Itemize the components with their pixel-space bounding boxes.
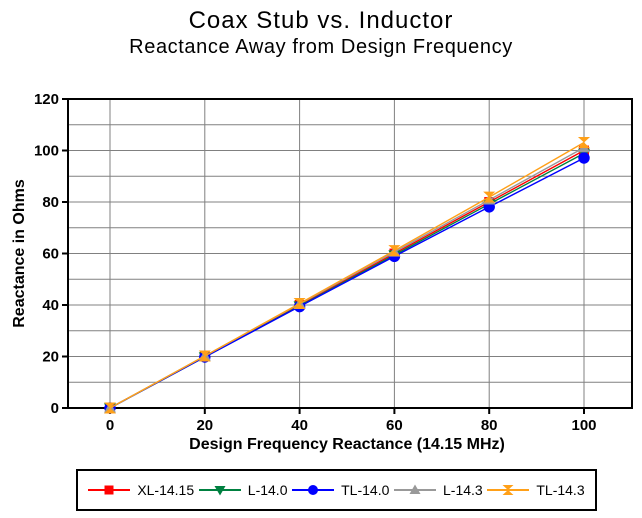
x-tick-label: 20 xyxy=(196,417,213,434)
x-tick-label: 80 xyxy=(481,417,498,434)
legend-marker-square-icon xyxy=(88,485,131,495)
x-tick-label: 40 xyxy=(291,417,308,434)
data-point-marker xyxy=(198,350,211,362)
legend-label: XL-14.15 xyxy=(137,482,195,498)
legend-marker-shape xyxy=(104,485,114,495)
legend-item: TL-14.3 xyxy=(487,482,585,498)
y-axis-title: Reactance in Ohms xyxy=(11,179,28,328)
legend-marker-triangle-up-icon xyxy=(394,484,437,494)
data-point-marker xyxy=(578,152,590,164)
legend-marker-shape xyxy=(409,484,421,494)
chart-plot-area: 0 20 40 60 80 100 120 0 20 40 60 80 100 Design Freque… xyxy=(11,91,633,453)
legend: XL-14.15 L-14.0 TL-14.0 L-14.3 TL-14.3 xyxy=(76,469,597,511)
data-point-marker xyxy=(483,191,496,203)
legend-label: L-14.3 xyxy=(443,482,483,498)
data-point-marker xyxy=(103,402,117,414)
legend-item: L-14.3 xyxy=(394,482,483,498)
legend-item: XL-14.15 xyxy=(88,482,194,498)
legend-marker-hourglass-icon xyxy=(487,485,530,495)
legend-marker-shape xyxy=(214,486,226,496)
data-point-marker xyxy=(577,137,591,149)
legend-item: L-14.0 xyxy=(198,482,288,498)
y-tick-label: 0 xyxy=(51,400,59,417)
x-axis-title: Design Frequency Reactance (14.15 MHz) xyxy=(189,436,505,453)
series-line xyxy=(109,157,585,409)
series-line xyxy=(109,141,585,409)
legend-label: TL-14.0 xyxy=(341,482,390,498)
data-point-marker xyxy=(388,245,401,257)
y-tick-label: 40 xyxy=(42,297,59,314)
legend-item: TL-14.0 xyxy=(292,482,389,498)
chart-title: Coax Stub vs. Inductor xyxy=(188,7,454,34)
legend-marker-shape xyxy=(308,485,319,495)
legend-marker-shape xyxy=(502,485,514,495)
legend-marker-triangle-down-icon xyxy=(198,486,241,496)
x-tick-label: 0 xyxy=(106,417,114,434)
y-tick-label: 20 xyxy=(42,349,59,366)
legend-label: TL-14.3 xyxy=(536,482,585,498)
data-point-marker xyxy=(293,297,306,309)
chart-subtitle: Reactance Away from Design Frequency xyxy=(129,36,513,58)
y-tick-label: 100 xyxy=(34,143,59,160)
y-tick-label: 80 xyxy=(42,194,59,211)
legend-marker-circle-icon xyxy=(292,485,335,495)
legend-label: L-14.0 xyxy=(247,482,288,498)
y-tick-label: 60 xyxy=(42,246,59,263)
y-tick-label: 120 xyxy=(34,91,59,108)
x-tick-label: 100 xyxy=(571,417,596,434)
x-tick-label: 60 xyxy=(386,417,403,434)
